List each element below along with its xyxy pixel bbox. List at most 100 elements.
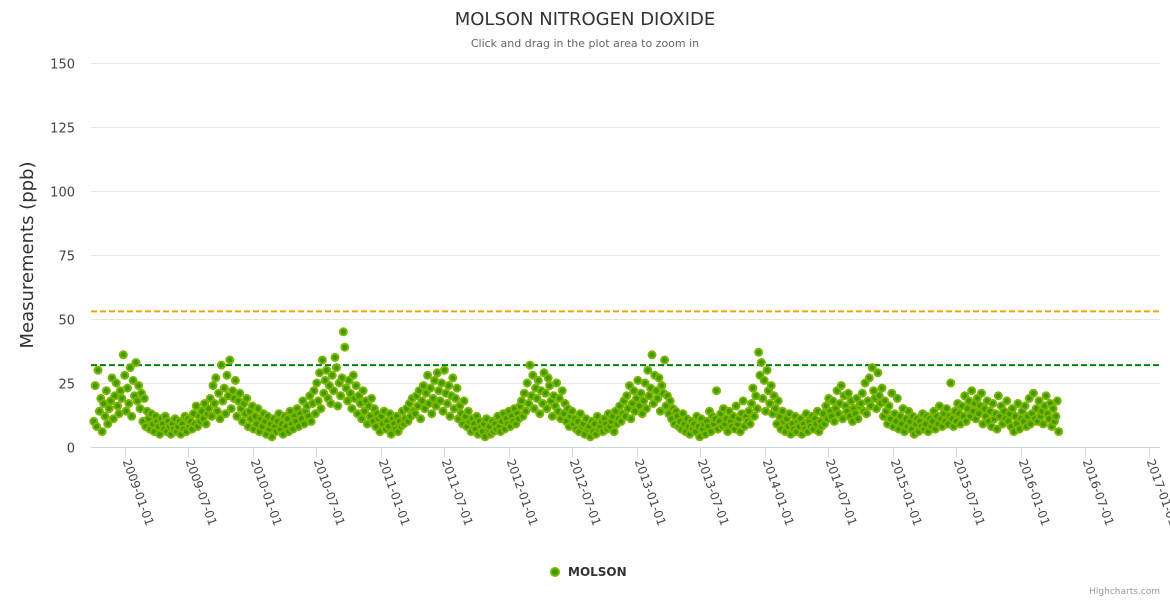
data-point[interactable] — [214, 388, 224, 398]
data-point[interactable] — [204, 404, 214, 414]
data-point[interactable] — [1034, 396, 1044, 406]
data-point[interactable] — [554, 393, 564, 403]
data-point[interactable] — [547, 411, 557, 421]
data-point[interactable] — [116, 386, 125, 396]
data-point[interactable] — [639, 396, 649, 406]
data-point[interactable] — [444, 381, 454, 391]
data-point[interactable] — [533, 375, 543, 385]
data-point[interactable] — [315, 368, 325, 378]
data-point[interactable] — [226, 404, 236, 414]
data-point[interactable] — [542, 404, 552, 414]
data-point[interactable] — [653, 393, 663, 403]
legend-item-molson[interactable]: MOLSON — [550, 565, 627, 579]
data-point[interactable] — [752, 404, 762, 414]
data-point[interactable] — [435, 396, 445, 406]
data-point[interactable] — [228, 386, 238, 396]
data-point[interactable] — [754, 347, 764, 357]
data-point[interactable] — [306, 416, 316, 426]
data-point[interactable] — [748, 383, 758, 393]
data-point[interactable] — [766, 381, 776, 391]
data-point[interactable] — [633, 375, 643, 385]
data-point[interactable] — [367, 393, 376, 403]
legend[interactable]: MOLSON — [550, 565, 627, 579]
data-point[interactable] — [351, 381, 361, 391]
data-point[interactable] — [884, 401, 894, 411]
data-point[interactable] — [887, 388, 897, 398]
data-point[interactable] — [211, 373, 221, 383]
data-point[interactable] — [448, 373, 458, 383]
data-point[interactable] — [864, 373, 874, 383]
data-point[interactable] — [853, 414, 863, 424]
data-point[interactable] — [327, 370, 337, 380]
data-point[interactable] — [706, 427, 716, 437]
data-point[interactable] — [535, 409, 545, 419]
data-point[interactable] — [238, 416, 247, 426]
data-point[interactable] — [310, 409, 320, 419]
data-point[interactable] — [316, 404, 326, 414]
data-point[interactable] — [135, 404, 145, 414]
data-point[interactable] — [216, 360, 226, 370]
data-point[interactable] — [337, 373, 347, 383]
data-point[interactable] — [838, 414, 848, 424]
data-point[interactable] — [343, 396, 353, 406]
data-point[interactable] — [225, 355, 235, 365]
data-point[interactable] — [749, 411, 759, 421]
data-point[interactable] — [517, 396, 526, 406]
data-point[interactable] — [101, 386, 111, 396]
data-point[interactable] — [644, 391, 654, 401]
data-point[interactable] — [935, 401, 944, 411]
data-point[interactable] — [657, 381, 667, 391]
data-point[interactable] — [1028, 388, 1038, 398]
data-point[interactable] — [432, 368, 442, 378]
data-point[interactable] — [762, 365, 772, 375]
data-point[interactable] — [442, 399, 452, 408]
data-point[interactable] — [1054, 427, 1064, 437]
data-point[interactable] — [124, 399, 134, 408]
data-point[interactable] — [756, 358, 766, 367]
data-point[interactable] — [1051, 411, 1061, 421]
data-point[interactable] — [358, 386, 368, 396]
data-point[interactable] — [235, 388, 245, 398]
data-point[interactable] — [942, 404, 951, 414]
data-point[interactable] — [640, 378, 650, 388]
data-point[interactable] — [333, 401, 343, 411]
data-point[interactable] — [575, 409, 585, 419]
data-point[interactable] — [745, 419, 755, 429]
data-point[interactable] — [843, 388, 853, 398]
data-point[interactable] — [331, 363, 341, 373]
data-point[interactable] — [120, 370, 130, 380]
data-point[interactable] — [439, 365, 449, 375]
data-point[interactable] — [524, 399, 534, 408]
data-point[interactable] — [567, 406, 577, 416]
data-point[interactable] — [121, 406, 131, 416]
data-point[interactable] — [209, 399, 219, 408]
data-point[interactable] — [777, 406, 787, 416]
data-point[interactable] — [758, 393, 768, 403]
data-point[interactable] — [230, 375, 240, 385]
data-point[interactable] — [123, 383, 132, 393]
data-point[interactable] — [622, 391, 632, 401]
data-point[interactable] — [636, 388, 646, 398]
data-point[interactable] — [309, 386, 319, 396]
data-point[interactable] — [1007, 404, 1017, 414]
data-point[interactable] — [322, 365, 332, 375]
data-point[interactable] — [867, 363, 877, 373]
data-point[interactable] — [336, 391, 346, 401]
data-point[interactable] — [348, 370, 358, 380]
data-point[interactable] — [654, 373, 664, 383]
data-point[interactable] — [418, 381, 428, 391]
data-point[interactable] — [437, 378, 447, 388]
data-point[interactable] — [232, 411, 242, 421]
data-point[interactable] — [609, 427, 619, 437]
data-point[interactable] — [117, 393, 127, 403]
data-point[interactable] — [201, 419, 211, 429]
data-point[interactable] — [862, 409, 871, 419]
data-point[interactable] — [543, 373, 553, 383]
data-point[interactable] — [326, 399, 336, 408]
data-point[interactable] — [108, 414, 118, 424]
data-point[interactable] — [557, 386, 567, 396]
data-point[interactable] — [770, 404, 780, 414]
data-point[interactable] — [329, 386, 339, 396]
data-point[interactable] — [977, 388, 986, 398]
